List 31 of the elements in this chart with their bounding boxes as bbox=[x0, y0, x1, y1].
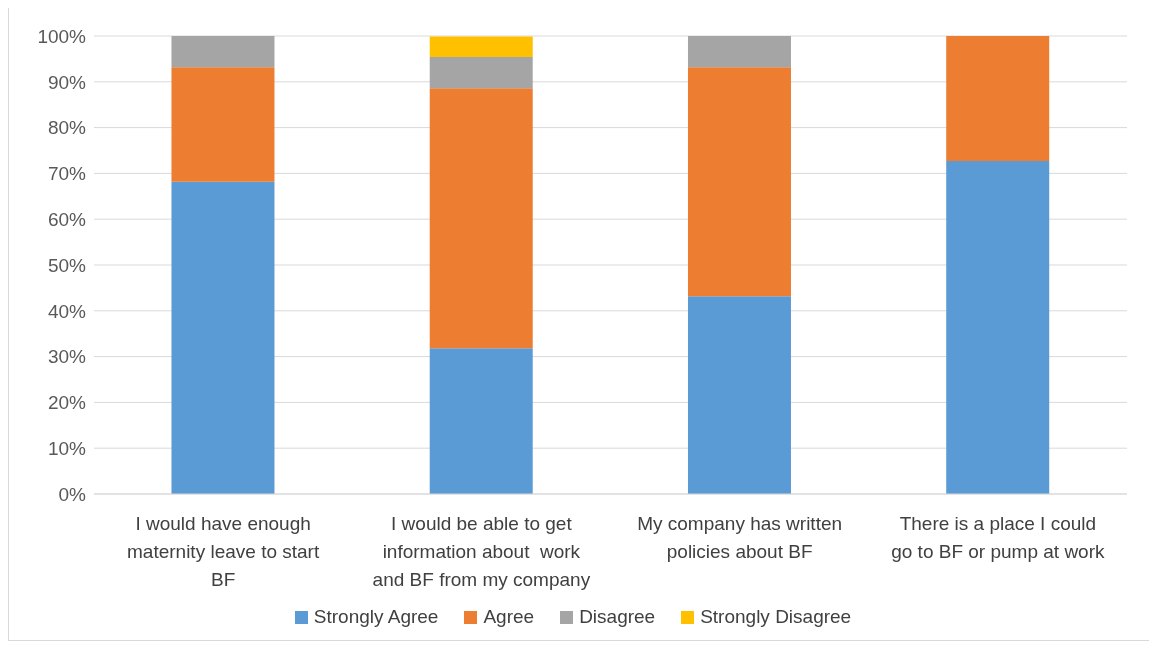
y-tick-label: 100% bbox=[37, 25, 87, 47]
bar bbox=[687, 36, 791, 68]
y-tick-label: 40% bbox=[47, 300, 87, 322]
y-tick-label: 0% bbox=[58, 483, 87, 505]
y-tick-label: 30% bbox=[47, 346, 87, 368]
y-tick-label: 50% bbox=[47, 254, 87, 276]
bar bbox=[171, 181, 275, 494]
x-tick-label: I would have enough maternity leave to start BF bbox=[127, 513, 320, 590]
bar bbox=[171, 67, 275, 182]
legend-label: Agree bbox=[483, 606, 535, 628]
bar bbox=[946, 161, 1050, 494]
bar bbox=[429, 348, 533, 494]
bar bbox=[687, 67, 791, 297]
bar bbox=[171, 36, 275, 68]
bar bbox=[687, 296, 791, 494]
x-tick-label: I would be able to get information about work and BF from my company bbox=[372, 513, 591, 590]
bar bbox=[429, 36, 533, 58]
legend-label: Disagree bbox=[579, 606, 656, 628]
bar bbox=[946, 36, 1050, 162]
x-tick-label: My company has written policies about BF bbox=[637, 513, 843, 562]
legend-label: Strongly Agree bbox=[313, 606, 439, 628]
y-tick-label: 60% bbox=[47, 208, 87, 230]
legend-label: Strongly Disagree bbox=[700, 606, 852, 628]
y-tick-label: 20% bbox=[47, 392, 87, 414]
y-tick-label: 10% bbox=[47, 437, 87, 459]
y-tick-label: 80% bbox=[47, 117, 87, 139]
bar bbox=[429, 57, 533, 89]
bar bbox=[429, 88, 533, 349]
y-tick-label: 70% bbox=[47, 163, 87, 185]
x-tick-label: There is a place I could go to BF or pump at work bbox=[891, 513, 1106, 562]
y-tick-label: 90% bbox=[47, 71, 87, 93]
